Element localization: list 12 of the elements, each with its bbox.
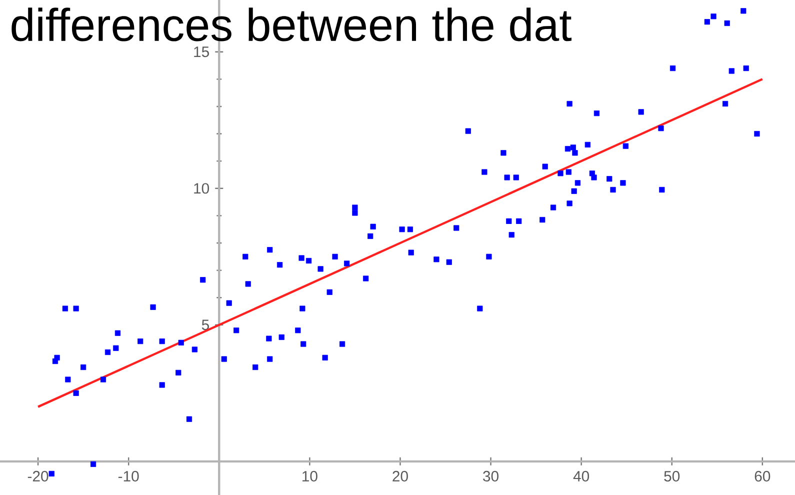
x-tick-label: 40 (573, 470, 590, 482)
x-tick-label: 30 (483, 470, 498, 482)
x-tick-label: -20 (28, 470, 48, 482)
x-tick-label: 20 (392, 470, 408, 482)
x-tick-label: 10 (302, 470, 318, 482)
x-tick-label: 50 (664, 470, 680, 482)
y-tick-label: 5 (202, 320, 209, 330)
y-tick-label: 10 (194, 183, 210, 194)
x-tick-label: -10 (118, 470, 139, 482)
chart-title: differences between the dat (12, 8, 572, 42)
x-tick-label: 60 (754, 470, 770, 482)
y-tick-label: 15 (194, 46, 209, 58)
